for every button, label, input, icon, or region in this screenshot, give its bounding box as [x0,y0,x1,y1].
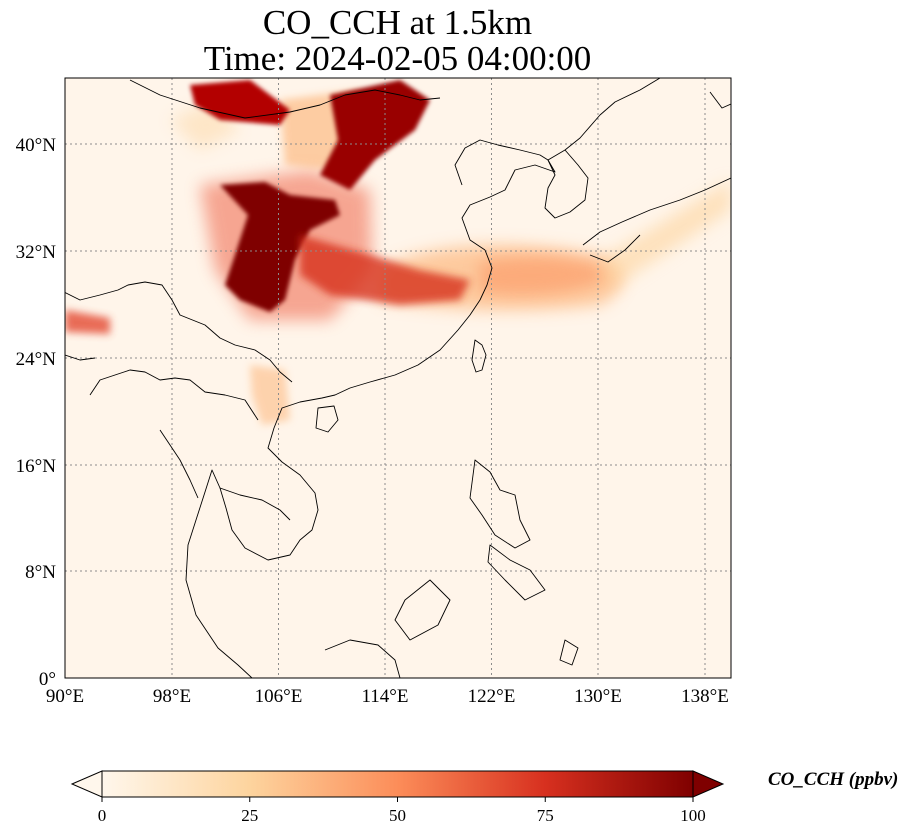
lat-tick-24n: 24°N [16,349,57,370]
map-gridlines [65,78,731,678]
lon-tick-114e: 114°E [362,686,409,707]
lat-tick-32n: 32°N [16,242,57,263]
colorbar: 0 25 50 75 100 [70,770,725,825]
colorbar-tick-labels: 0 25 50 75 100 [98,806,706,825]
map-panel [65,78,731,678]
colorbar-tick-50: 50 [389,806,406,825]
lon-tick-106e: 106°E [255,686,303,707]
colorbar-tick-25: 25 [241,806,258,825]
colorbar-tick-100: 100 [680,806,706,825]
colorbar-title: CO_CCH (ppbv) [768,769,899,790]
lat-tick-16n: 16°N [16,456,57,477]
lon-tick-98e: 98°E [153,686,191,707]
coastlines-and-borders [65,78,731,678]
map-title: CO_CCH at 1.5km [262,3,533,42]
colorbar-ticks [101,797,694,802]
map-subtitle-time: Time: 2024-02-05 04:00:00 [203,39,592,78]
co-concentration-field [65,80,731,425]
map-frame [64,77,732,679]
lon-tick-122e: 122°E [468,686,516,707]
colorbar-tick-75: 75 [537,806,554,825]
colorbar-extend-min [70,770,103,798]
lon-tick-130e: 130°E [574,686,622,707]
colorbar-gradient [101,770,694,798]
lat-tick-8n: 8°N [25,562,56,583]
map-background [65,78,731,678]
colorbar-extend-max [692,770,725,798]
lon-tick-90e: 90°E [46,686,84,707]
lon-tick-labels: 90°E 98°E 106°E 114°E 122°E 130°E 138°E [46,686,729,707]
lon-tick-138e: 138°E [681,686,729,707]
lat-tick-0: 0° [39,669,56,690]
lat-tick-40n: 40°N [16,135,57,156]
lat-tick-labels: 0° 8°N 16°N 24°N 32°N 40°N [16,135,57,690]
colorbar-tick-0: 0 [98,806,107,825]
